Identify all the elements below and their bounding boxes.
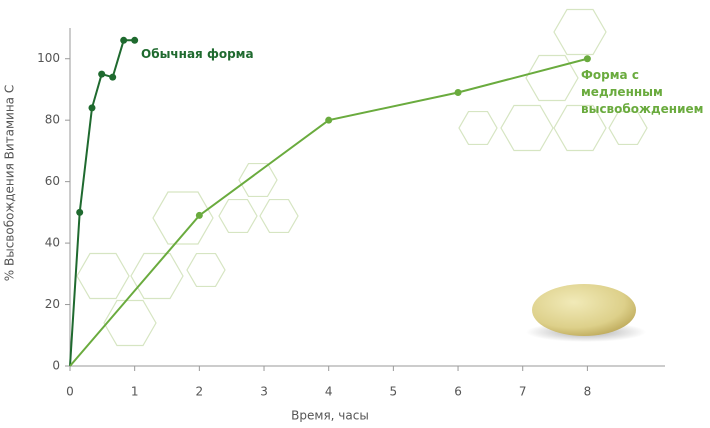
hexagon xyxy=(186,252,226,288)
y-tick-label: 100 xyxy=(37,51,60,65)
x-tick-label: 8 xyxy=(584,385,592,399)
series-line xyxy=(69,57,588,367)
data-point xyxy=(583,55,591,63)
data-point xyxy=(131,36,139,44)
x-tick-label: 1 xyxy=(131,385,139,399)
data-point xyxy=(88,104,96,112)
hexagon xyxy=(76,252,130,300)
y-tick-label: 60 xyxy=(45,174,60,188)
hexagon xyxy=(238,162,278,198)
decoration xyxy=(76,8,648,347)
y-tick-label: 0 xyxy=(52,359,60,373)
hexagon xyxy=(130,252,184,300)
x-tick-label: 3 xyxy=(260,385,268,399)
data-point xyxy=(120,36,128,44)
hexagon xyxy=(553,8,607,56)
data-point xyxy=(98,70,106,78)
hexagon xyxy=(152,191,214,245)
hexagon xyxy=(608,110,648,146)
data-point xyxy=(325,116,333,124)
tablet xyxy=(532,284,636,336)
x-tick-label: 7 xyxy=(519,385,527,399)
data-point xyxy=(76,208,84,216)
hexagon xyxy=(458,110,498,146)
data-point xyxy=(109,73,117,81)
data-point xyxy=(195,211,203,219)
hexagon xyxy=(525,54,579,102)
y-axis-label: % Высвобождения Витамина С xyxy=(3,85,17,281)
x-axis-label: Время, часы xyxy=(291,409,369,423)
series-label: Обычная форма xyxy=(141,47,254,61)
data-point xyxy=(454,89,462,97)
x-tick-label: 6 xyxy=(454,385,462,399)
hexagon xyxy=(103,299,157,347)
y-tick-label: 20 xyxy=(45,297,60,311)
x-tick-label: 2 xyxy=(196,385,204,399)
x-tick-label: 4 xyxy=(325,385,333,399)
y-tick-label: 40 xyxy=(45,236,60,250)
x-tick-label: 0 xyxy=(66,385,74,399)
hexagon xyxy=(259,198,299,234)
y-tick-label: 80 xyxy=(45,113,60,127)
hexagon xyxy=(500,104,554,152)
hexagon xyxy=(218,198,258,234)
series-label: Форма с медленным высвобождением xyxy=(581,68,704,116)
x-tick-label: 5 xyxy=(390,385,398,399)
series-line xyxy=(69,39,135,367)
hexagon xyxy=(553,104,607,152)
